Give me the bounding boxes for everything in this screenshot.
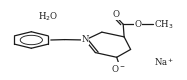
Text: N: N	[81, 36, 89, 44]
Text: Na$^+$: Na$^+$	[154, 56, 174, 68]
Text: O$^-$: O$^-$	[111, 63, 126, 74]
Text: O: O	[135, 20, 142, 29]
Text: CH$_3$: CH$_3$	[154, 18, 173, 31]
Text: O: O	[112, 10, 119, 19]
Text: H$_2$O: H$_2$O	[38, 10, 58, 23]
